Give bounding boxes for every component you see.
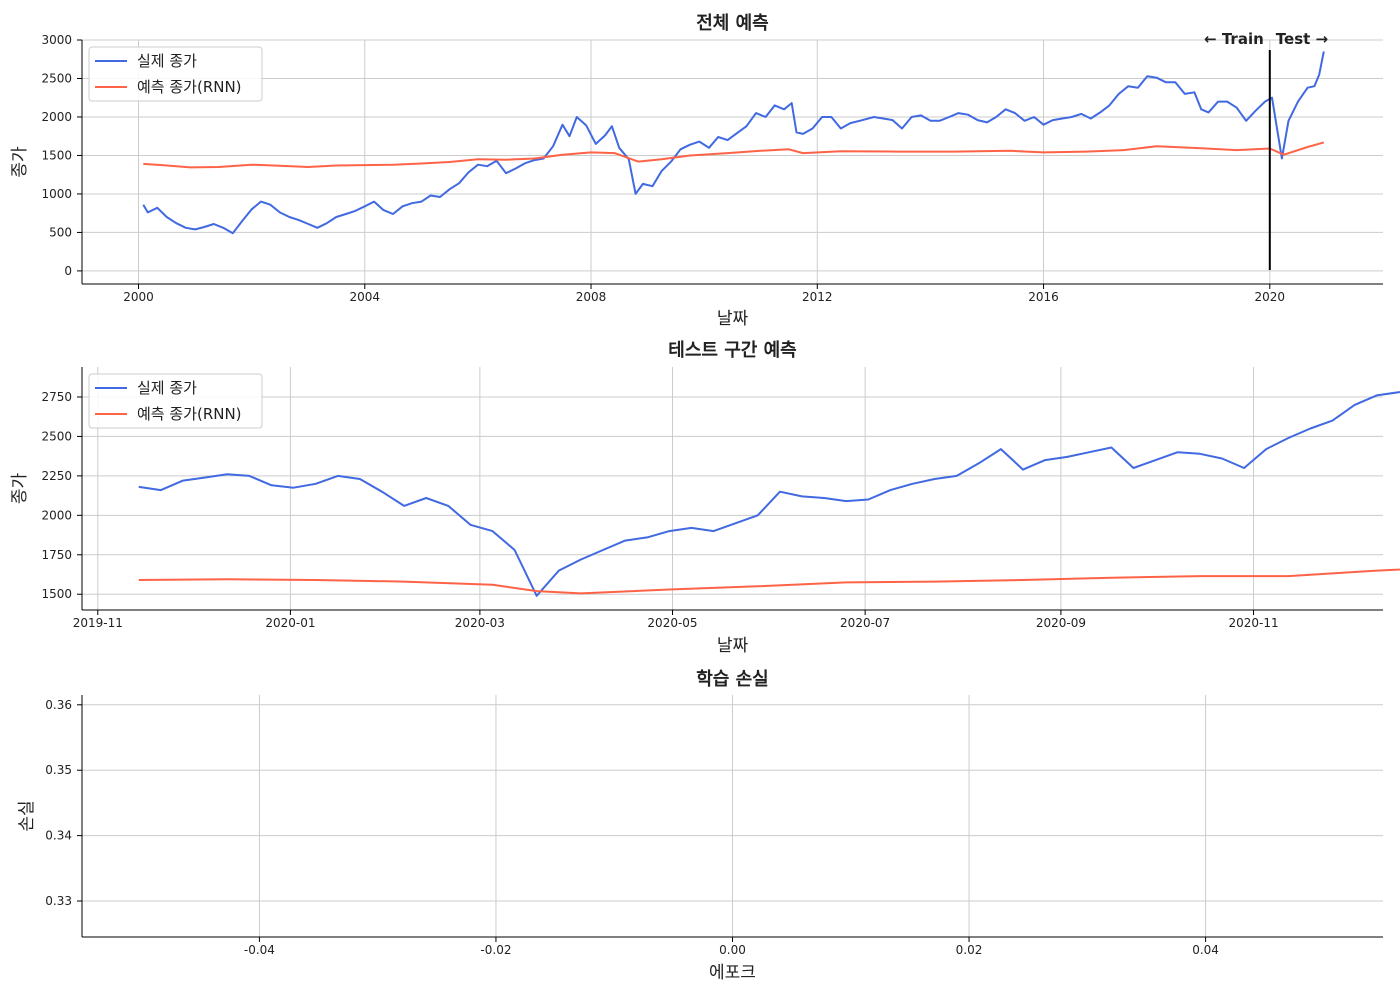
x-tick-label: 0.02 <box>956 943 983 957</box>
x-axis-label: 날짜 <box>717 309 749 329</box>
y-tick-label: 0.34 <box>45 829 72 843</box>
y-tick-label: 0.36 <box>45 698 72 712</box>
y-axis-label: 손실 <box>17 800 37 831</box>
x-tick-label: 2020-09 <box>1036 616 1086 630</box>
x-tick-label: 0.04 <box>1192 943 1219 957</box>
y-axis-label: 종가 <box>10 146 30 178</box>
x-tick-label: 2004 <box>350 290 381 304</box>
x-tick-label: 2020-07 <box>840 616 890 630</box>
y-tick-label: 1500 <box>41 587 72 601</box>
x-tick-label: 2019-11 <box>73 616 123 630</box>
series-line-actual <box>138 391 1400 597</box>
y-tick-label: 2250 <box>41 469 72 483</box>
x-tick-label: -0.04 <box>244 943 275 957</box>
y-tick-label: 0.33 <box>45 894 72 908</box>
y-tick-label: 500 <box>49 225 72 239</box>
y-tick-label: 2000 <box>41 508 72 522</box>
series-line-predicted <box>138 568 1400 595</box>
chart-panel-2: 2019-11 2020-01 2020-03 2020-05 2020-07 2020-… <box>10 340 1400 656</box>
legend-entry: 예측 종가(RNN) <box>137 405 242 423</box>
x-tick-label: 2020-03 <box>455 616 505 630</box>
y-tick-label: 2500 <box>41 71 72 85</box>
x-tick-label: 2012 <box>802 290 833 304</box>
x-tick-label: 2020-11 <box>1228 616 1278 630</box>
legend-box <box>88 46 263 102</box>
chart-title: 테스트 구간 예측 <box>668 340 796 361</box>
x-tick-label: 2000 <box>123 290 154 304</box>
gridlines <box>82 367 1383 610</box>
y-axis-label: 종가 <box>10 473 30 505</box>
y-tick-label: 0.35 <box>45 763 72 777</box>
x-tick-label: 2020 <box>1255 290 1286 304</box>
chart-panel-3: -0.04 -0.02 0.00 0.02 0.04 0.33 0.34 0.35 0.36 학습… <box>17 668 1383 983</box>
legend-box <box>88 373 263 429</box>
y-tick-label: 3000 <box>41 33 72 47</box>
x-tick-label: 2020-05 <box>647 616 697 630</box>
test-annotation: Test → <box>1276 30 1328 48</box>
chart-title: 학습 손실 <box>696 668 769 690</box>
gridlines <box>82 39 1383 284</box>
y-tick-label: 0 <box>64 264 72 278</box>
x-tick-label: 0.00 <box>719 943 746 957</box>
y-tick-label: 1000 <box>41 187 72 201</box>
legend-entry: 예측 종가(RNN) <box>137 78 242 96</box>
chart-title: 전체 예측 <box>696 13 769 34</box>
gridlines <box>82 695 1383 937</box>
x-axis-label: 에포크 <box>709 963 756 983</box>
y-tick-label: 1500 <box>41 148 72 162</box>
chart-panel-1: 2000 2004 2008 2012 2016 2020 0 500 1000 1500 2000… <box>10 13 1383 329</box>
y-tick-label: 2500 <box>41 429 72 443</box>
legend-entry: 실제 종가 <box>137 52 197 70</box>
y-tick-label: 1750 <box>41 548 72 562</box>
y-tick-label: 2750 <box>41 390 72 404</box>
x-axis-label: 날짜 <box>717 636 749 656</box>
x-tick-label: 2020-01 <box>265 616 315 630</box>
x-tick-label: 2008 <box>576 290 607 304</box>
x-tick-label: 2016 <box>1028 290 1059 304</box>
y-tick-label: 2000 <box>41 110 72 124</box>
train-annotation: ← Train <box>1204 30 1264 48</box>
x-tick-label: -0.02 <box>480 943 511 957</box>
series-line-actual <box>142 51 1325 235</box>
series-line-predicted <box>143 141 1325 169</box>
legend-entry: 실제 종가 <box>137 379 197 397</box>
